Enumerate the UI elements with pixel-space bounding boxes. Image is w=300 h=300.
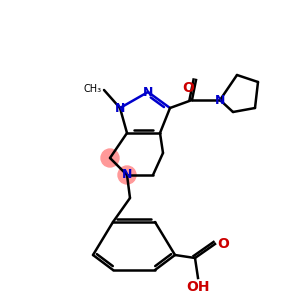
Circle shape <box>118 166 136 184</box>
Text: N: N <box>143 85 153 98</box>
Circle shape <box>101 149 119 167</box>
Text: CH₃: CH₃ <box>84 84 102 94</box>
Text: N: N <box>215 94 225 106</box>
Text: N: N <box>122 169 132 182</box>
Text: O: O <box>217 237 229 251</box>
Text: N: N <box>115 101 125 115</box>
Text: O: O <box>182 81 194 95</box>
Text: OH: OH <box>186 280 210 294</box>
